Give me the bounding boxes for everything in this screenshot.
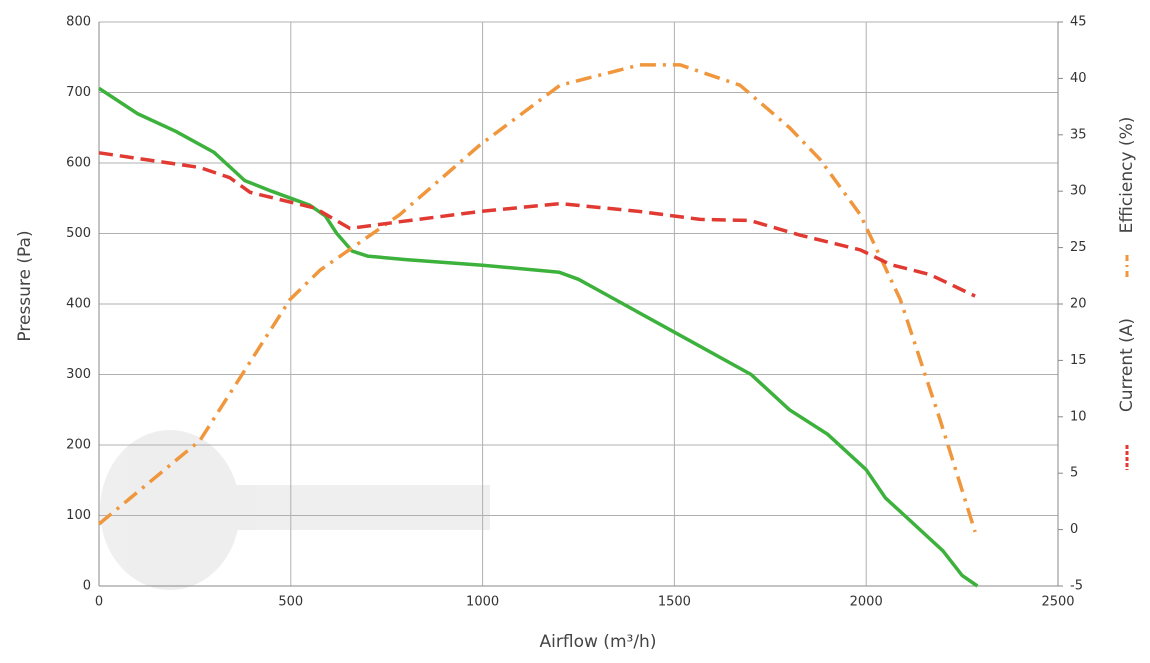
- legend-label: Current (A): [1117, 318, 1137, 412]
- y2-tick-label: 30: [1070, 184, 1087, 199]
- legend-label: Efficiency (%): [1117, 117, 1137, 234]
- x-tick-label: 2500: [1041, 595, 1074, 610]
- series-line: [97, 63, 977, 533]
- y-tick-label: 600: [66, 156, 91, 171]
- y-tick-label: 800: [66, 15, 91, 30]
- y2-tick-label: 40: [1070, 71, 1087, 86]
- x-tick-label: 2000: [850, 595, 883, 610]
- watermark-fan: [100, 430, 240, 590]
- y2-tick-label: 0: [1070, 522, 1078, 537]
- x-axis-title: Airflow (m³/h): [540, 632, 657, 652]
- y-tick-label: 700: [66, 85, 91, 100]
- y-tick-label: 300: [66, 367, 91, 382]
- y-tick-label: 0: [83, 579, 91, 594]
- series-line: [98, 151, 976, 298]
- y-tick-label: 500: [66, 226, 91, 241]
- x-tick-label: 1500: [658, 595, 691, 610]
- series-line: [98, 86, 979, 588]
- y-tick-label: 100: [66, 508, 91, 523]
- y2-tick-label: 20: [1070, 297, 1087, 312]
- y-axis-title: Pressure (Pa): [15, 230, 35, 341]
- x-tick-label: 1000: [466, 595, 499, 610]
- y2-tick-label: 25: [1070, 240, 1087, 255]
- y2-tick-label: 5: [1070, 466, 1078, 481]
- y2-tick-label: 10: [1070, 409, 1087, 424]
- x-tick-label: 500: [278, 595, 303, 610]
- watermark-logo: [200, 485, 490, 530]
- watermark: [100, 430, 490, 590]
- x-tick-label: 0: [95, 595, 103, 610]
- y2-tick-label: 45: [1070, 15, 1087, 30]
- y-tick-label: 200: [66, 438, 91, 453]
- y-tick-label: 400: [66, 297, 91, 312]
- y2-tick-label: 35: [1070, 127, 1087, 142]
- y2-tick-label: -5: [1070, 579, 1083, 594]
- y2-tick-label: 15: [1070, 353, 1087, 368]
